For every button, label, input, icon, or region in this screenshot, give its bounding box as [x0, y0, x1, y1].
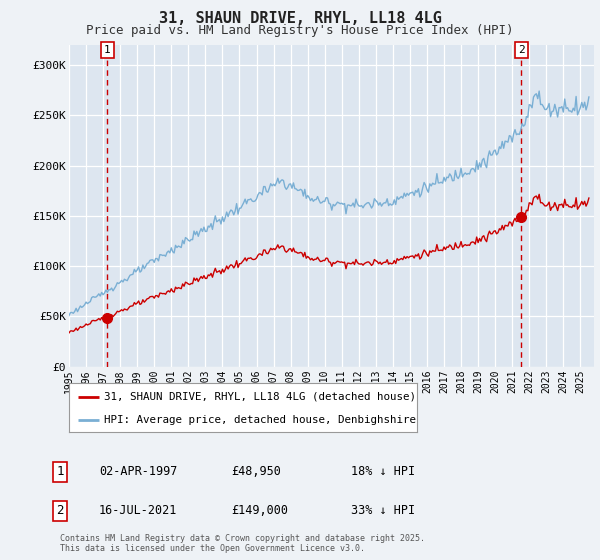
Text: 31, SHAUN DRIVE, RHYL, LL18 4LG: 31, SHAUN DRIVE, RHYL, LL18 4LG [158, 11, 442, 26]
Text: 18% ↓ HPI: 18% ↓ HPI [351, 465, 415, 478]
Text: 16-JUL-2021: 16-JUL-2021 [99, 504, 178, 517]
Text: Contains HM Land Registry data © Crown copyright and database right 2025.
This d: Contains HM Land Registry data © Crown c… [60, 534, 425, 553]
Text: £48,950: £48,950 [231, 465, 281, 478]
Text: 31, SHAUN DRIVE, RHYL, LL18 4LG (detached house): 31, SHAUN DRIVE, RHYL, LL18 4LG (detache… [104, 392, 416, 402]
Text: HPI: Average price, detached house, Denbighshire: HPI: Average price, detached house, Denb… [104, 415, 416, 425]
Text: 2: 2 [56, 504, 64, 517]
Text: 1: 1 [104, 45, 111, 55]
Text: 1: 1 [56, 465, 64, 478]
Text: 02-APR-1997: 02-APR-1997 [99, 465, 178, 478]
Text: £149,000: £149,000 [231, 504, 288, 517]
Text: 33% ↓ HPI: 33% ↓ HPI [351, 504, 415, 517]
Text: 2: 2 [518, 45, 525, 55]
Text: Price paid vs. HM Land Registry's House Price Index (HPI): Price paid vs. HM Land Registry's House … [86, 24, 514, 36]
